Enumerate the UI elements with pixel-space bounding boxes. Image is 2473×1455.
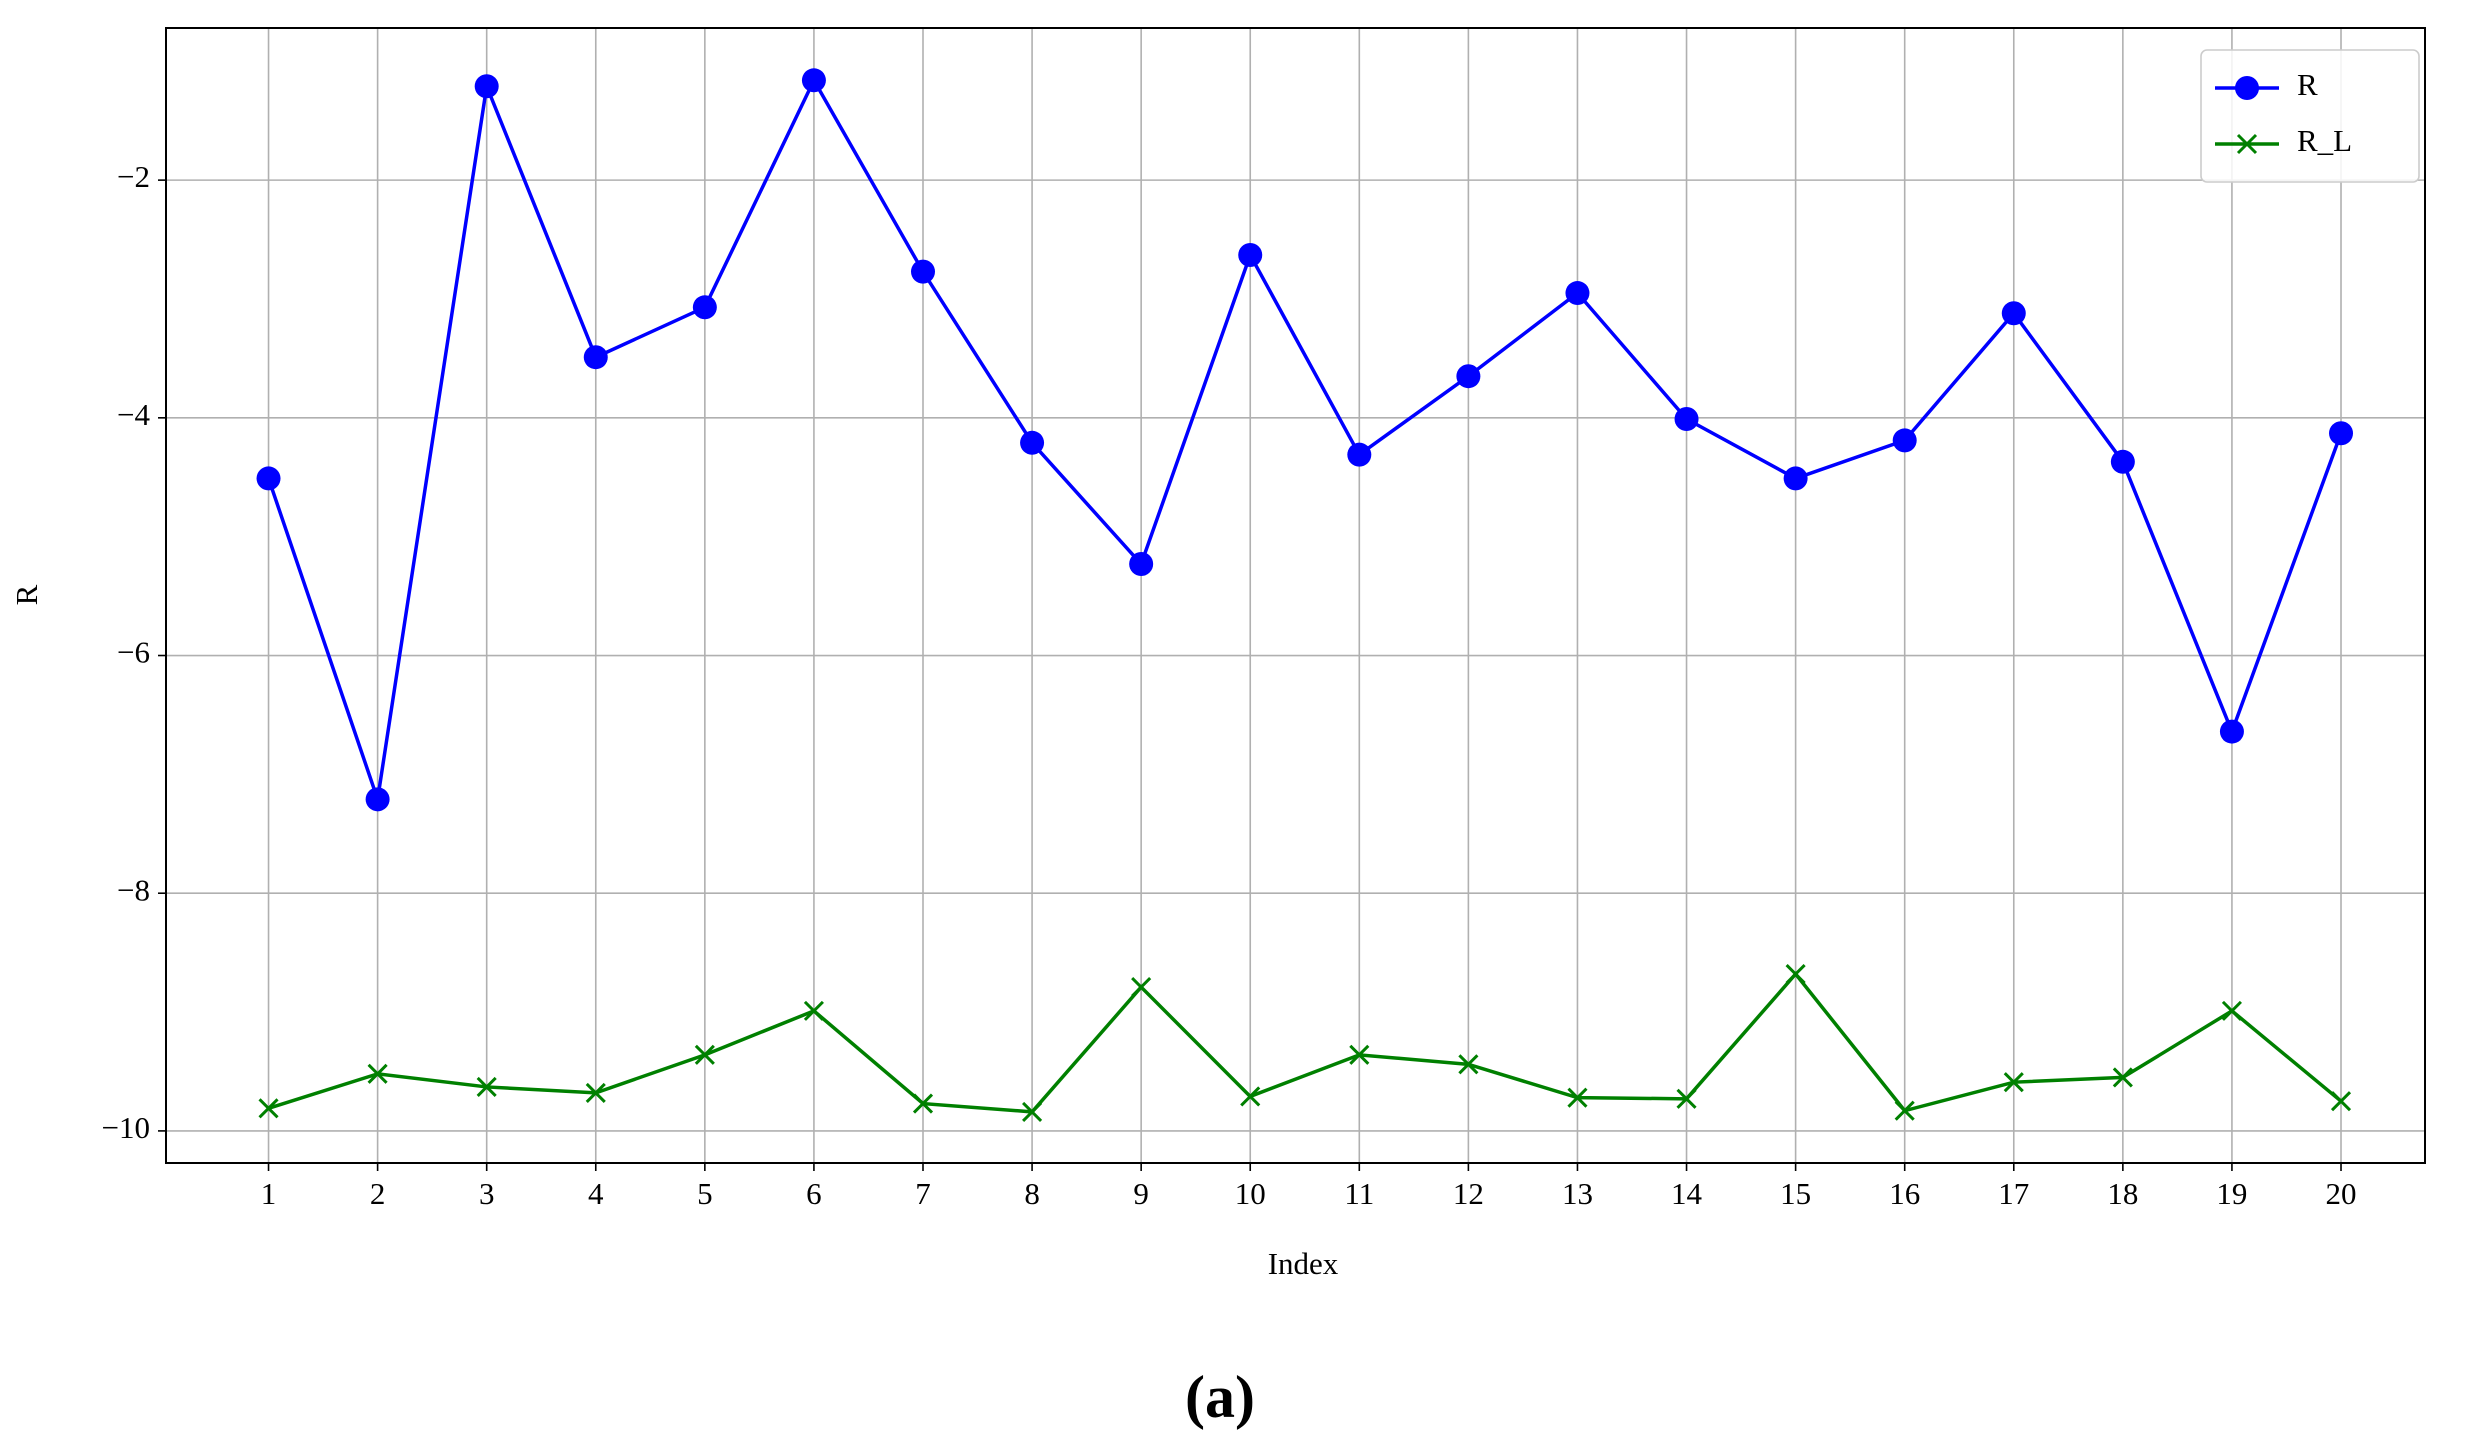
x-tick-label: 8 [1024,1176,1040,1211]
marker [694,1044,715,1065]
marker [256,466,281,491]
marker [365,787,390,812]
y-tick-label: −10 [102,1110,150,1145]
x-tick-label: 13 [1562,1176,1593,1211]
marker [912,1093,934,1114]
y-tick-label: −8 [117,872,150,907]
y-tick-label: −6 [117,635,150,670]
x-tick-label: 9 [1133,1176,1149,1211]
x-tick-label: 15 [1780,1176,1811,1211]
marker [1349,1044,1370,1065]
marker [1131,977,1152,998]
x-tick-label: 6 [806,1176,822,1211]
marker [2330,1091,2352,1112]
marker [583,345,608,370]
marker [692,295,717,320]
marker [1567,1087,1588,1108]
marker [2110,449,2135,474]
marker [476,1076,497,1098]
legend-label: R_L [2297,123,2352,158]
marker [1238,243,1263,267]
marker [1456,364,1481,389]
marker [1020,430,1045,455]
x-tick-label: 18 [2107,1176,2138,1211]
x-tick-label: 5 [697,1176,713,1211]
marker [2221,1000,2242,1021]
y-tick-label: −2 [117,159,150,194]
marker [585,1082,606,1103]
marker [910,259,935,284]
marker [367,1063,388,1084]
marker [1785,963,1806,985]
marker [1894,1100,1915,1121]
marker [1458,1054,1479,1075]
x-tick-label: 11 [1344,1176,1374,1211]
series-line [268,971,2343,1114]
marker [2003,1072,2024,1093]
marker [2235,76,2259,100]
x-tick-label: 1 [261,1176,277,1211]
marker [258,1098,279,1119]
marker [2236,133,2258,155]
x-tick-label: 12 [1453,1176,1484,1211]
x-tick-label: 20 [2326,1176,2357,1211]
marker [1674,407,1699,432]
marker [803,1000,824,1021]
marker [474,74,499,99]
marker [1022,1101,1043,1122]
x-tick-label: 10 [1235,1176,1266,1211]
marker [2219,719,2244,744]
series-line [266,76,2343,800]
y-tick-label: −4 [117,397,150,432]
x-tick-label: 4 [588,1176,604,1211]
x-tick-label: 16 [1889,1176,1920,1211]
x-tick-label: 17 [1998,1176,2029,1211]
caption: (a) [1185,1364,1255,1430]
marker [2329,421,2354,446]
x-tick-label: 7 [915,1176,931,1211]
marker [1892,428,1917,453]
marker [1783,466,1808,491]
marker [1240,1086,1261,1107]
legend: R R_L [2200,49,2420,183]
marker [1676,1088,1697,1109]
x-tick-label: 3 [479,1176,495,1211]
x-tick-label: 19 [2216,1176,2247,1211]
y-axis-label: R [9,584,44,605]
legend-label: R [2297,67,2318,102]
marker [801,68,826,93]
marker [2112,1067,2133,1088]
marker [1129,552,1154,577]
plot-frame [165,27,2426,1164]
marker [1347,442,1372,467]
x-tick-label: 14 [1671,1176,1703,1211]
marker [2001,301,2026,326]
x-axis-label: Index [1268,1246,1339,1281]
marker [1565,281,1590,306]
x-tick-label: 2 [370,1176,386,1211]
